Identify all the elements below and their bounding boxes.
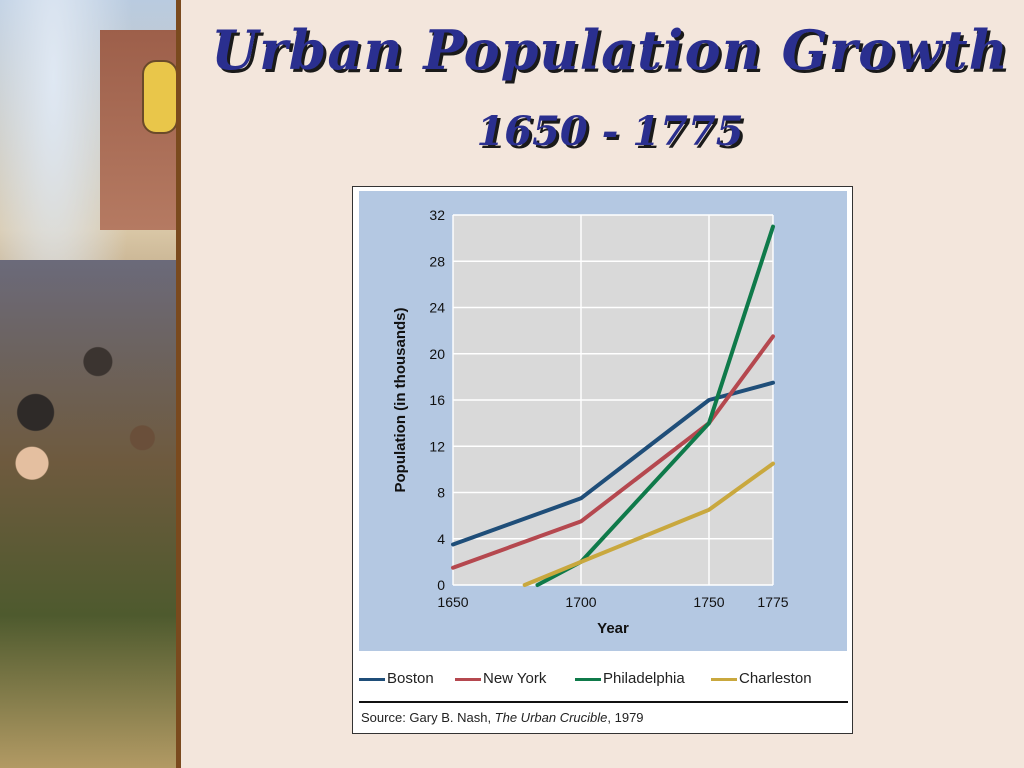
legend-swatch <box>575 677 601 681</box>
source-divider <box>359 701 848 703</box>
series-line-new-york <box>451 334 775 570</box>
legend-swatch <box>359 677 385 681</box>
source-prefix: Source: Gary B. Nash, <box>361 710 495 725</box>
series-line-philadelphia <box>535 224 775 587</box>
legend-item-boston: Boston <box>359 667 434 691</box>
legend-label: Charleston <box>739 670 812 687</box>
source-suffix: , 1979 <box>607 710 644 725</box>
y-tick-label: 12 <box>429 438 445 454</box>
y-axis-label: Population (in thousands) <box>392 308 409 493</box>
y-tick-label: 32 <box>429 207 445 223</box>
chart-frame: 0 4 8 12 16 20 24 28 32 1650 1700 1750 1775 Year Popul… <box>352 186 853 734</box>
x-axis-label: Year <box>597 620 629 637</box>
y-tick-label: 28 <box>429 253 445 269</box>
y-tick-label: 8 <box>437 485 445 501</box>
legend-label: Philadelphia <box>603 670 685 687</box>
legend-item-philadelphia: Philadelphia <box>575 667 685 691</box>
legend-item-charleston: Charleston <box>711 667 812 691</box>
x-tick-label: 1775 <box>757 594 788 610</box>
line-chart: 0 4 8 12 16 20 24 28 32 1650 1700 1750 1775 Year Popul… <box>359 191 847 651</box>
legend-label: New York <box>483 670 547 687</box>
slide-title: Urban Population Growth <box>211 18 1009 82</box>
y-tick-label: 16 <box>429 392 445 408</box>
legend-item-new-york: New York <box>455 667 546 691</box>
y-tick-label: 0 <box>437 577 445 593</box>
y-tick-label: 24 <box>429 300 445 316</box>
chart-source: Source: Gary B. Nash, The Urban Crucible… <box>361 707 849 729</box>
series-line-charleston <box>522 461 775 587</box>
illustration-border <box>176 0 181 768</box>
slide-subtitle: 1650 - 1775 <box>476 108 744 155</box>
x-tick-label: 1700 <box>565 594 596 610</box>
colonial-crowd-illustration <box>0 0 181 768</box>
series-line-boston <box>451 380 775 547</box>
x-tick-label: 1750 <box>693 594 724 610</box>
source-book-title: The Urban Crucible <box>494 710 608 725</box>
x-tick-label: 1650 <box>437 594 468 610</box>
hanging-sign <box>142 60 178 134</box>
y-tick-label: 20 <box>429 346 445 362</box>
legend-label: Boston <box>387 670 434 687</box>
legend-swatch <box>455 677 481 681</box>
y-tick-label: 4 <box>437 531 445 547</box>
legend-swatch <box>711 677 737 681</box>
chart-legend: Boston New York Philadelphia Charleston <box>359 667 849 691</box>
crowd-figures <box>0 260 178 768</box>
